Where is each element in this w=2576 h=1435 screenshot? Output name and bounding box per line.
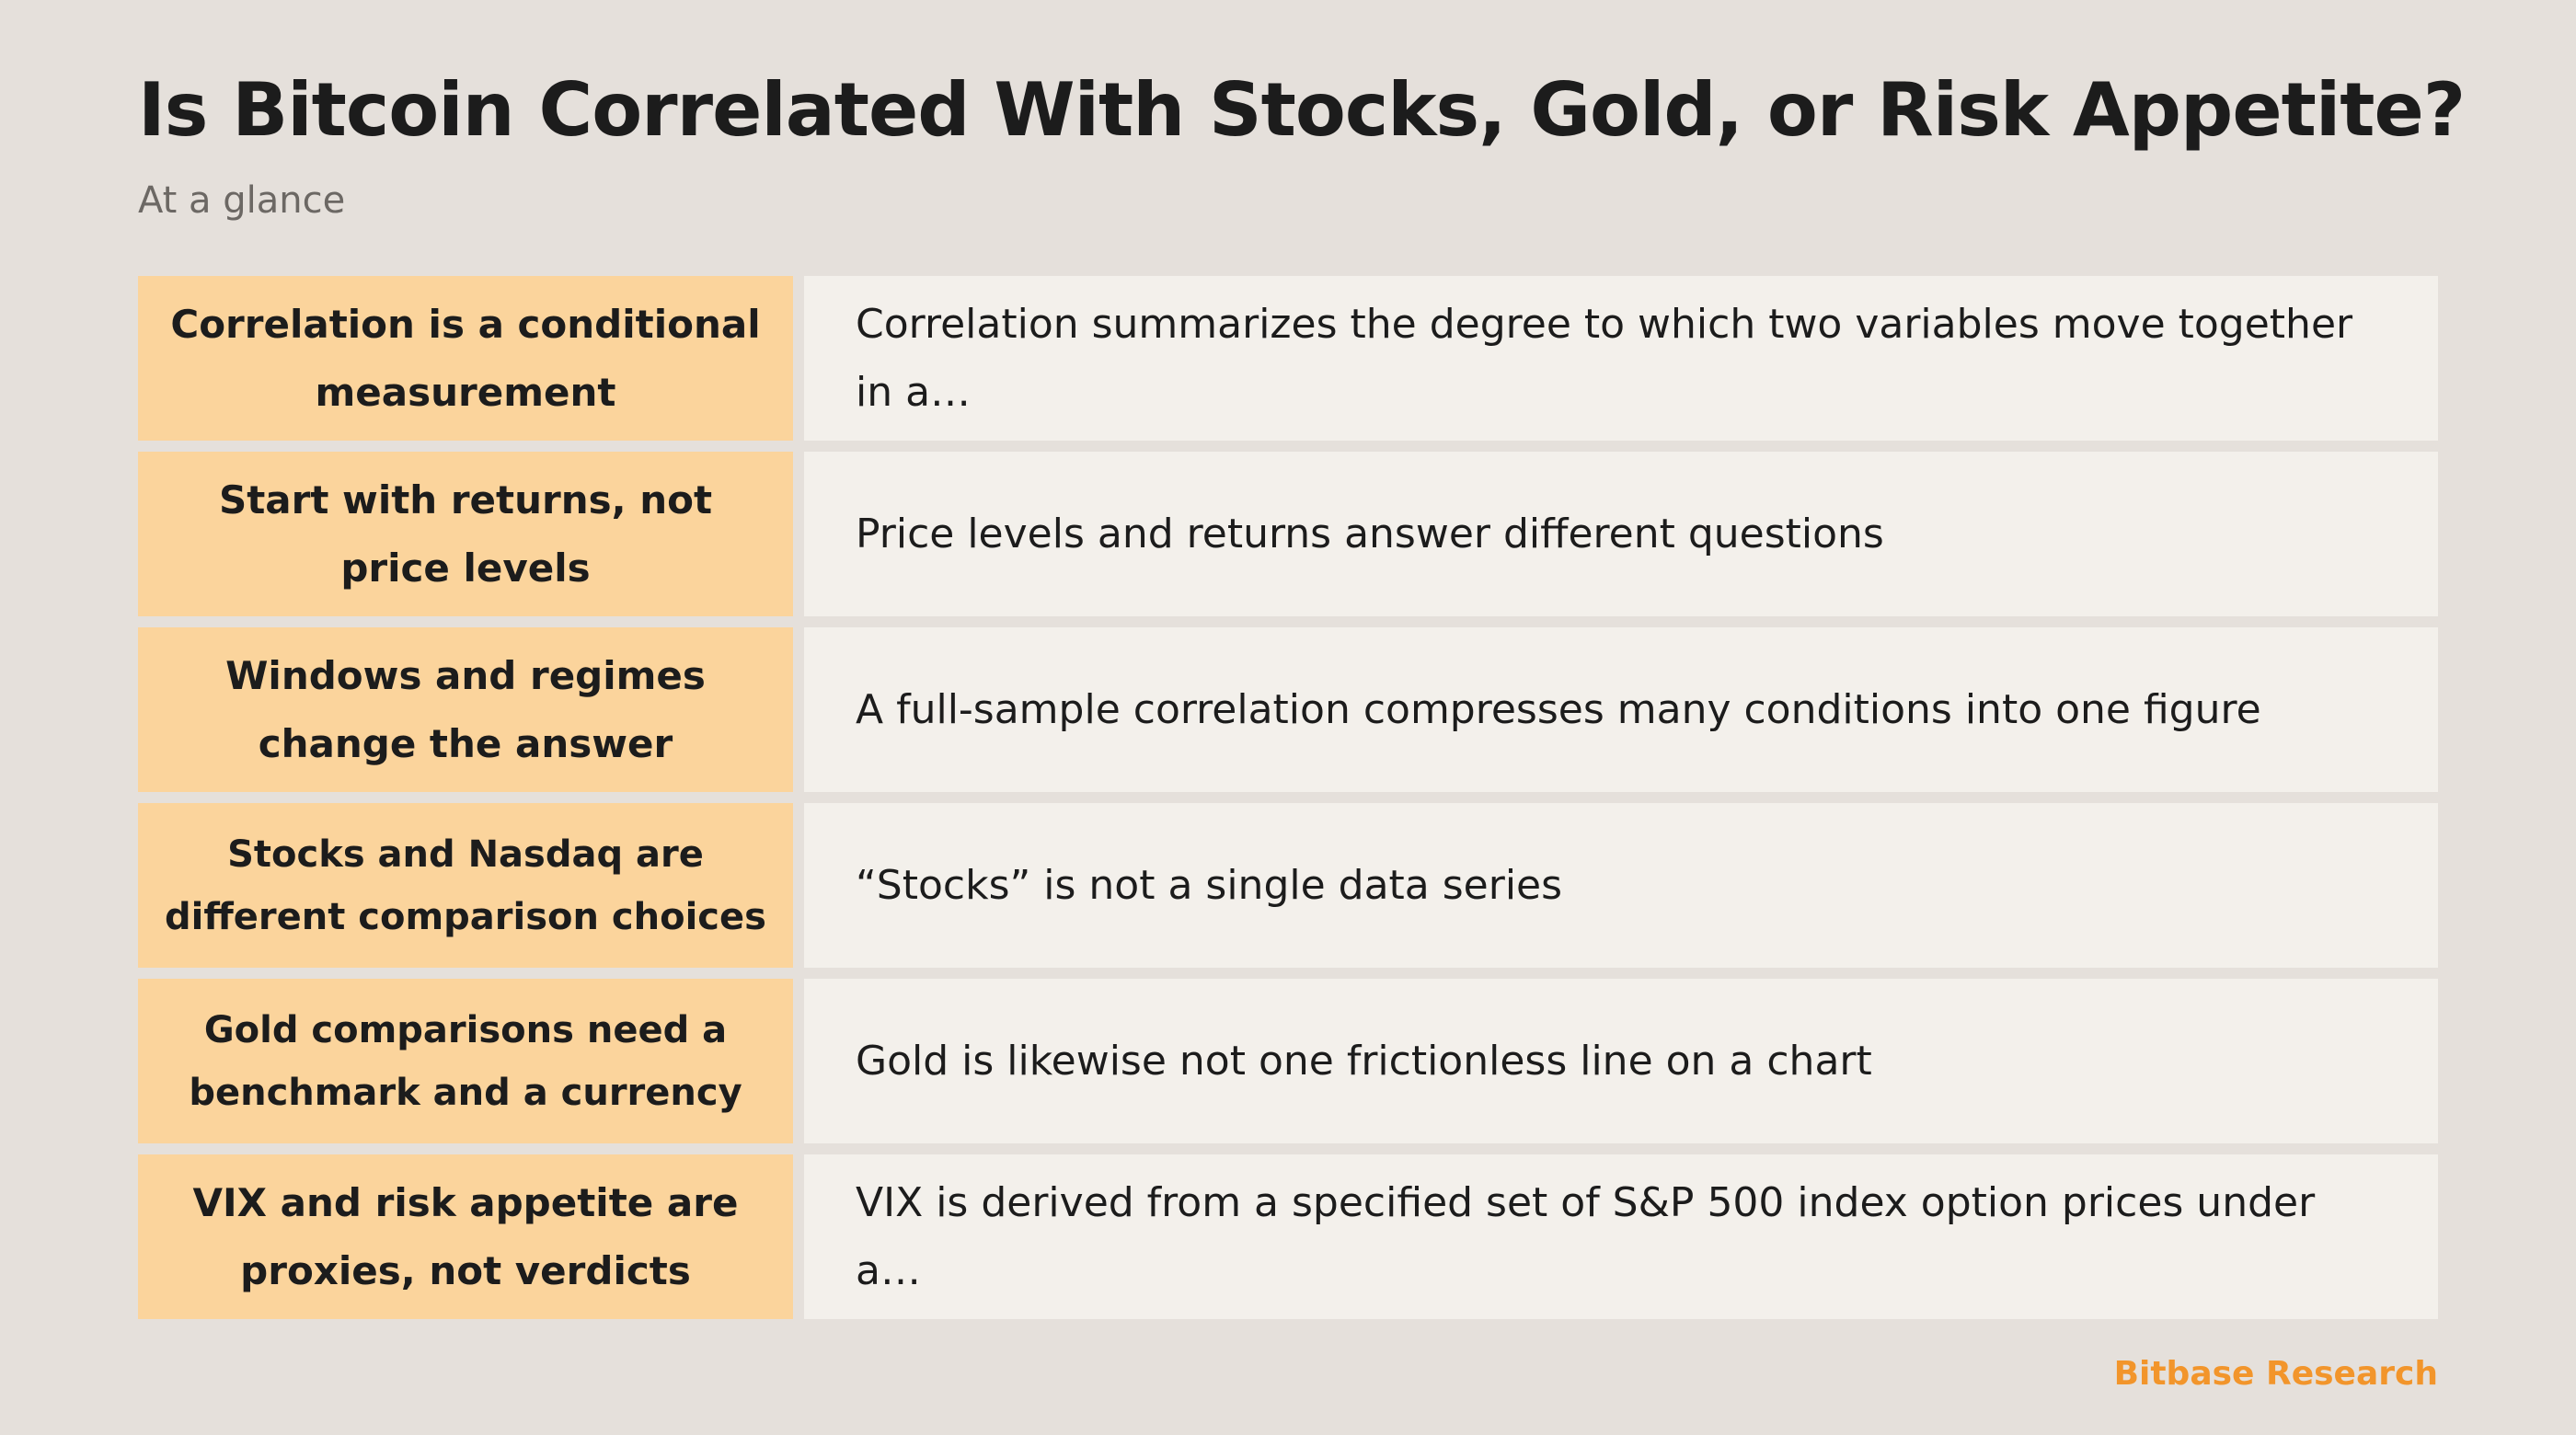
table-row: Gold comparisons need a benchmark and a … <box>138 979 2438 1143</box>
row-value: Price levels and returns answer differen… <box>804 452 2438 616</box>
row-value: VIX is derived from a specified set of S… <box>804 1154 2438 1319</box>
row-value: “Stocks” is not a single data series <box>804 803 2438 968</box>
row-key: Correlation is a conditional measurement <box>138 276 793 441</box>
brand-label: Bitbase Research <box>2113 1355 2438 1393</box>
row-value: A full-sample correlation compresses man… <box>804 627 2438 792</box>
table-row: Start with returns, not price levels Pri… <box>138 452 2438 616</box>
page-subtitle: At a glance <box>138 179 346 222</box>
row-key: Gold comparisons need a benchmark and a … <box>138 979 793 1143</box>
row-key: Stocks and Nasdaq are different comparis… <box>138 803 793 968</box>
table-row: Stocks and Nasdaq are different comparis… <box>138 803 2438 968</box>
row-value: Correlation summarizes the degree to whi… <box>804 276 2438 441</box>
page-title: Is Bitcoin Correlated With Stocks, Gold,… <box>138 67 2466 153</box>
row-key: Start with returns, not price levels <box>138 452 793 616</box>
table-row: Correlation is a conditional measurement… <box>138 276 2438 441</box>
row-key: Windows and regimes change the answer <box>138 627 793 792</box>
summary-table: Correlation is a conditional measurement… <box>138 276 2438 1319</box>
row-key: VIX and risk appetite are proxies, not v… <box>138 1154 793 1319</box>
row-value: Gold is likewise not one frictionless li… <box>804 979 2438 1143</box>
table-row: VIX and risk appetite are proxies, not v… <box>138 1154 2438 1319</box>
table-row: Windows and regimes change the answer A … <box>138 627 2438 792</box>
